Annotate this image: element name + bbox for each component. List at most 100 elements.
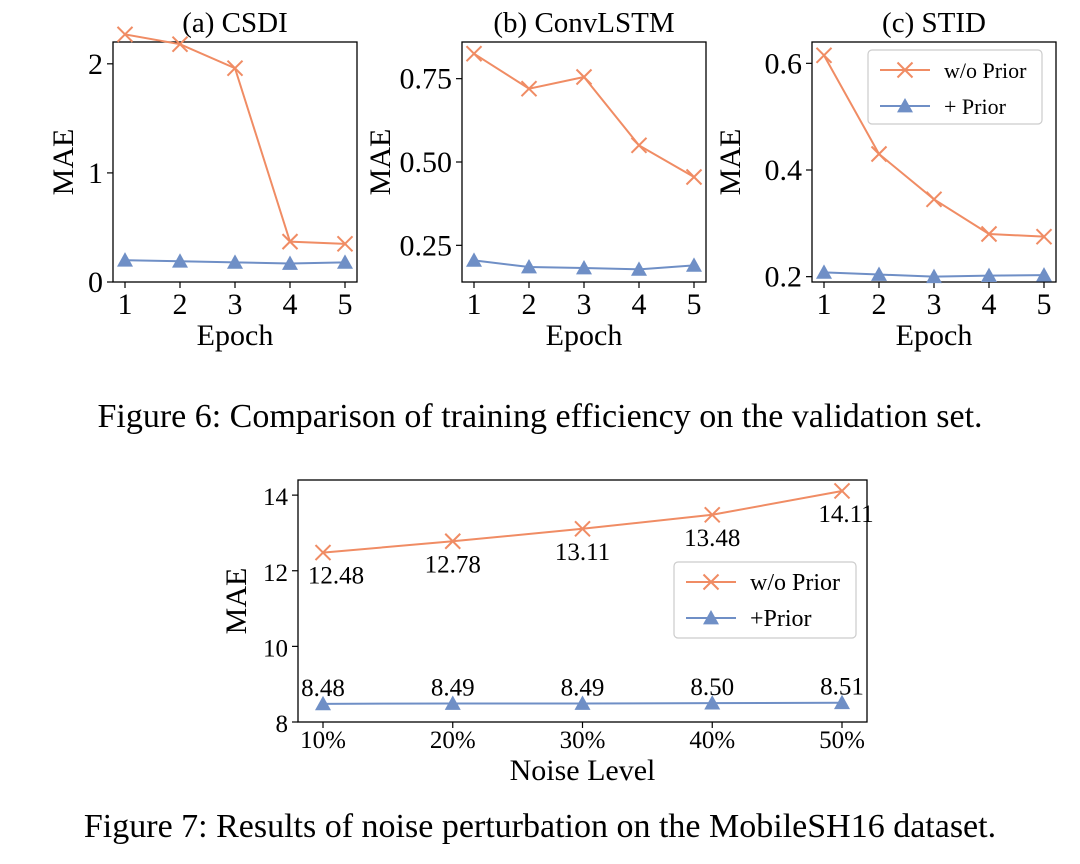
with_prior-point [576, 260, 592, 275]
without_prior-point [116, 26, 134, 43]
x-axis-label: Epoch [896, 319, 973, 352]
y-axis-label: MAE [47, 129, 80, 196]
without_prior-legend-label: w/o Prior [750, 570, 840, 596]
without_prior-point [465, 45, 483, 62]
without_prior-legend-marker-stroke-b [702, 573, 720, 591]
without_prior-point [226, 59, 244, 77]
chart-title: (c) STID [882, 7, 986, 39]
x-tick-label: 20% [430, 727, 476, 754]
x-tick-label: 10% [300, 727, 346, 754]
with_prior-point [574, 695, 591, 710]
y-axis-label: MAE [714, 129, 747, 196]
without_prior-point-stroke-b [815, 47, 833, 64]
with_prior-legend-label: +Prior [750, 606, 812, 632]
x-tick-label: 1 [467, 288, 482, 321]
x-tick-label: 2 [872, 288, 887, 321]
without_prior-point [314, 544, 332, 561]
without_prior-point [980, 225, 998, 243]
with_prior-point [926, 268, 942, 284]
y-tick-label: 0.6 [765, 47, 803, 80]
without_prior-point-stroke-b [833, 482, 851, 500]
with_prior-legend-label: + Prior [944, 94, 1007, 119]
with_prior-point [686, 257, 702, 272]
without_prior-point [281, 233, 299, 250]
y-tick-label: 2 [88, 48, 103, 81]
without_prior-point-stroke-b [226, 59, 244, 77]
without_prior-data-label: 13.11 [555, 539, 610, 566]
without_prior-point [630, 137, 648, 154]
without_prior-point-stroke-b [281, 233, 299, 250]
with_prior-point [631, 261, 647, 276]
y-tick-label: 14 [263, 484, 289, 511]
x-axis-label: Epoch [197, 319, 274, 352]
without_prior-point-stroke-b [685, 168, 703, 186]
with_prior-point [981, 267, 997, 282]
chart-title: (a) CSDI [182, 7, 288, 39]
y-axis-label: MAE [364, 129, 397, 196]
without_prior-point-stroke-b [336, 235, 354, 253]
y-tick-label: 0.50 [400, 146, 453, 179]
x-tick-label: 50% [819, 727, 865, 754]
chart-noise: 10% 20% 30% 40% 50% 8 10 12 14 Noise Level MAE 12.4… [220, 479, 874, 787]
with_prior-point [337, 254, 353, 269]
y-tick-label: 0.25 [400, 229, 453, 262]
legend: w/o Prior + Prior [867, 49, 1043, 125]
without_prior-point-stroke-b [574, 520, 591, 537]
chart-convlstm: (b) ConvLSTM 1 2 3 4 5 0.25 0.50 0.75 Epoch MAE [364, 7, 707, 352]
without_prior-data-label: 12.78 [425, 551, 481, 578]
y-axis-label: MAE [220, 568, 253, 635]
with_prior-point [834, 694, 850, 710]
without_prior-point [870, 145, 888, 163]
without_prior-point [1035, 228, 1053, 245]
without_prior-point-stroke-b [116, 26, 134, 43]
without_prior-data-label: 12.48 [308, 563, 364, 590]
with_prior-point [816, 264, 832, 279]
y-tick-label: 8 [276, 711, 289, 738]
with_prior-legend-marker [703, 610, 719, 625]
without_prior-point [336, 235, 354, 253]
without_prior-point [171, 35, 189, 53]
x-tick-label: 1 [118, 288, 133, 321]
x-tick-label: 2 [522, 288, 537, 321]
with_prior-point [172, 253, 188, 268]
chart-stid: (c) STID 1 2 3 4 5 0.2 0.4 0.6 Epoch MAE w/o Prior +… [714, 7, 1057, 352]
without_prior-point-stroke-b [925, 191, 943, 208]
without_prior-point [685, 168, 703, 186]
x-tick-label: 4 [283, 288, 298, 321]
x-axis-label: Epoch [546, 319, 623, 352]
y-tick-label: 1 [88, 157, 103, 190]
y-tick-label: 0.4 [765, 154, 803, 187]
y-tick-label: 10 [263, 635, 288, 662]
with_prior-point [282, 255, 298, 270]
x-tick-label: 40% [689, 727, 735, 754]
without_prior-point-stroke-b [630, 137, 648, 154]
without_prior-legend-label: w/o Prior [944, 58, 1027, 83]
without_prior-point [520, 80, 538, 97]
with_prior-point [466, 252, 482, 267]
x-tick-label: 5 [687, 288, 702, 321]
with_prior-point [704, 695, 721, 710]
without_prior-point-stroke-b [444, 533, 461, 550]
with_prior-point [521, 259, 537, 274]
y-tick-label: 12 [263, 560, 288, 587]
with_prior-point [871, 266, 887, 281]
without_prior-point-stroke-b [171, 35, 189, 53]
x-axis-label: Noise Level [510, 754, 656, 787]
without_prior-legend-marker [896, 61, 914, 79]
with_prior-legend-marker [897, 98, 913, 113]
with_prior-data-label: 8.50 [690, 674, 734, 701]
with_prior-point [117, 252, 133, 267]
with_prior-point [227, 254, 243, 269]
without_prior-point-stroke-b [465, 45, 483, 62]
x-tick-label: 4 [632, 288, 647, 321]
y-tick-label: 0.75 [400, 63, 453, 96]
without_prior-legend-marker-stroke-b [896, 61, 914, 79]
without_prior-point [925, 191, 943, 208]
without_prior-line [473, 52, 695, 178]
x-tick-label: 3 [577, 288, 592, 321]
x-tick-label: 2 [173, 288, 188, 321]
plot-frame [112, 41, 358, 283]
with_prior-point [444, 695, 461, 710]
without_prior-point [575, 68, 593, 86]
